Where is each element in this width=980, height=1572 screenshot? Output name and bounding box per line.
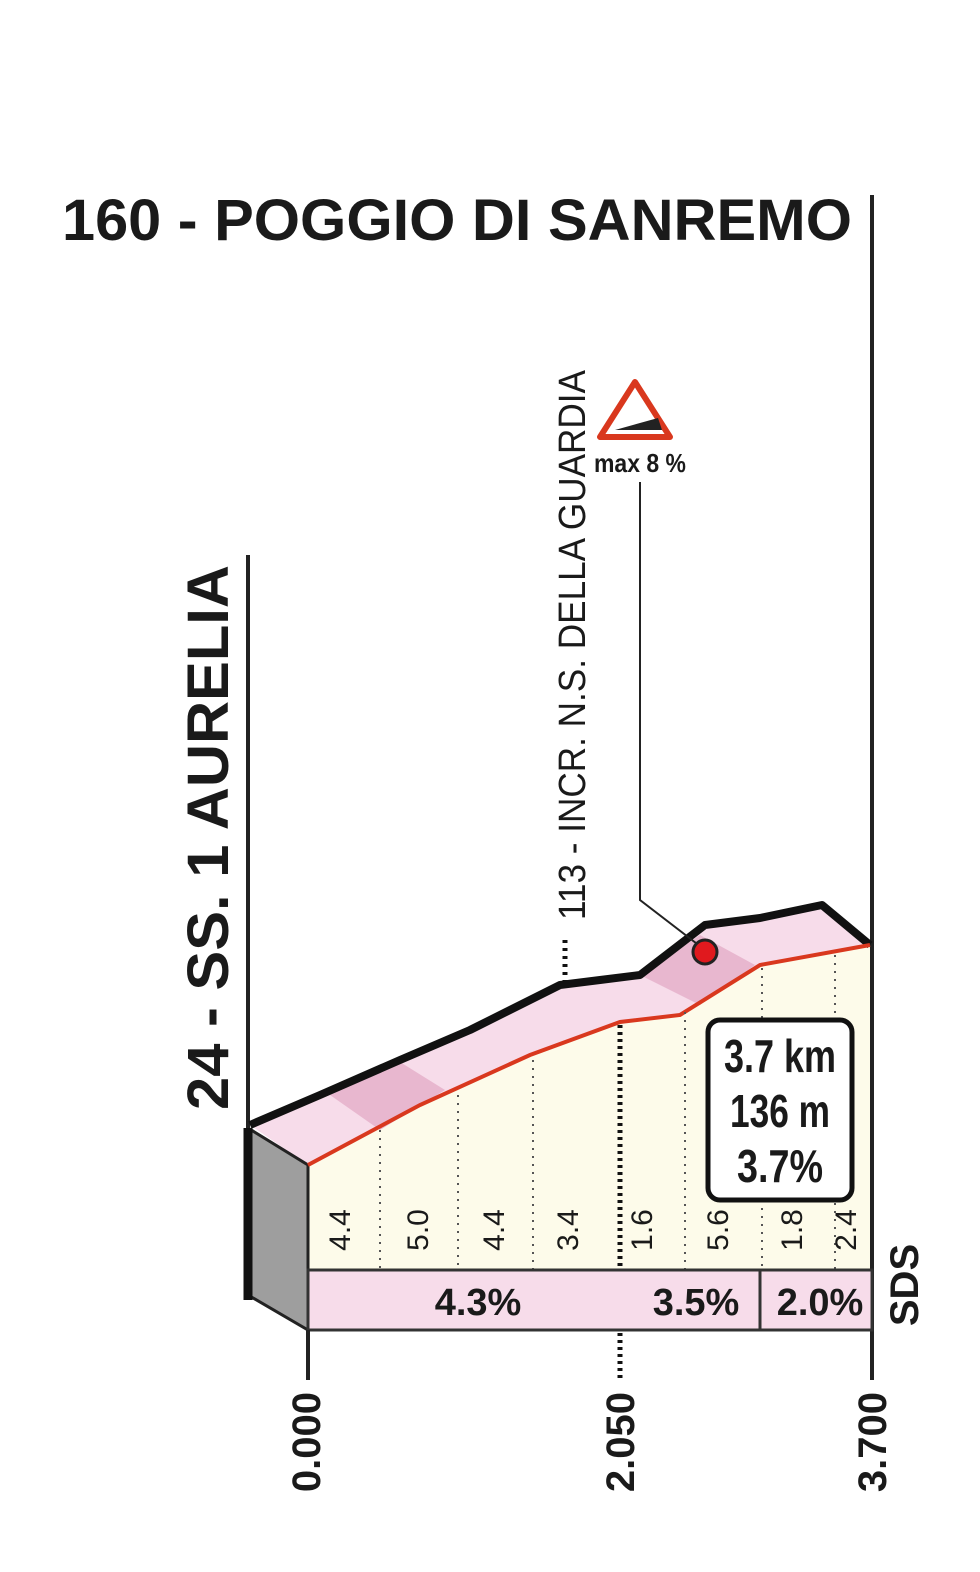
km-gradient: 3.4	[552, 1209, 585, 1251]
km-gradient: 5.0	[402, 1209, 435, 1251]
title: 160 - POGGIO DI SANREMO	[62, 188, 852, 253]
brand: SDS	[883, 1244, 927, 1326]
distance: 0.000	[285, 1392, 329, 1492]
waypoint-label: 113 - INCR. N.S. DELLA GUARDIA	[552, 369, 594, 920]
distances: 0.000 2.050 3.700	[285, 1392, 895, 1492]
steep-patch	[330, 1062, 445, 1130]
km-gradients: 4.4 5.0 4.4 3.4 1.6 5.6 1.8 2.4	[324, 1209, 863, 1251]
section-strip	[306, 1268, 874, 1332]
section-gradient: 3.5%	[653, 1282, 740, 1324]
max-pointer	[639, 482, 706, 951]
km-gradient: 2.4	[830, 1209, 863, 1251]
km-gradient: 4.4	[478, 1209, 511, 1251]
start-label: 24 - SS. 1 AURELIA	[176, 565, 241, 1110]
distance: 2.050	[599, 1392, 643, 1492]
summary-elevation: 136 m	[730, 1085, 830, 1137]
summary-gradient: 3.7%	[737, 1140, 823, 1192]
km-gradient: 1.6	[626, 1209, 659, 1251]
max-icon-slope	[615, 418, 662, 430]
profile-top	[248, 901, 873, 1129]
km-gradient: 4.4	[324, 1209, 357, 1251]
section-gradient: 2.0%	[777, 1282, 864, 1324]
distance: 3.700	[851, 1392, 895, 1492]
max-point	[691, 938, 719, 966]
km-gradient: 5.6	[702, 1209, 735, 1251]
side-face	[246, 1125, 310, 1333]
section-gradients: 4.3% 3.5% 2.0%	[435, 1282, 864, 1324]
steep-patch	[640, 935, 755, 1005]
km-dividers	[379, 955, 836, 1270]
summary-length: 3.7 km	[724, 1030, 836, 1082]
summary-box	[705, 1017, 855, 1203]
km-gradient: 1.8	[776, 1209, 809, 1251]
max-gradient: max 8 %	[594, 448, 686, 478]
road-line	[307, 943, 871, 1167]
section-gradient: 4.3%	[435, 1282, 522, 1324]
summary: 3.7 km 136 m 3.7%	[724, 1030, 836, 1192]
